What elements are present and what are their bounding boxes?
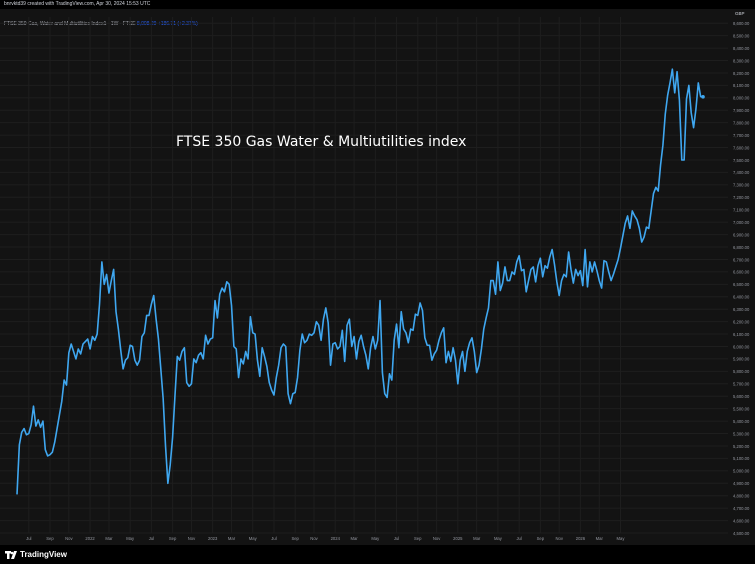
x-tick-label: Mar [105, 536, 113, 541]
x-tick-label: Sep [537, 536, 545, 541]
x-tick-label: May [494, 536, 503, 541]
x-tick-label: Jul [149, 536, 154, 541]
y-tick-label: 4,600.00 [733, 518, 750, 523]
y-tick-label: 4,500.00 [733, 531, 750, 536]
y-tick-label: 6,500.00 [733, 282, 750, 287]
y-tick-label: 6,700.00 [733, 257, 750, 262]
x-tick-label: Mar [350, 536, 358, 541]
y-tick-label: 8,200.00 [733, 71, 750, 76]
x-tick-label: May [126, 536, 135, 541]
y-tick-label: 7,500.00 [733, 158, 750, 163]
y-tick-label: 5,900.00 [733, 357, 750, 362]
y-tick-label: 4,700.00 [733, 506, 750, 511]
y-tick-label: 5,400.00 [733, 419, 750, 424]
y-tick-label: 6,300.00 [733, 307, 750, 312]
x-tick-label: Nov [433, 536, 441, 541]
y-tick-label: 6,800.00 [733, 245, 750, 250]
last-price: 8,008.29 [136, 21, 157, 27]
symbol-info[interactable]: FTSE 350 Gas, Water and Multiutilities I… [4, 21, 198, 27]
last-price-dot [701, 95, 705, 99]
y-tick-label: 5,200.00 [733, 444, 750, 449]
y-tick-label: 4,900.00 [733, 481, 750, 486]
tradingview-logo[interactable]: TradingView [5, 550, 67, 559]
y-tick-label: 4,800.00 [733, 493, 750, 498]
chart-title-annotation: FTSE 350 Gas Water & Multiutilities inde… [176, 134, 467, 150]
x-tick-label: Jul [271, 536, 276, 541]
x-tick-label: Sep [414, 536, 422, 541]
y-tick-label: 5,000.00 [733, 469, 750, 474]
x-tick-label: May [249, 536, 258, 541]
y-tick-label: 8,300.00 [733, 58, 750, 63]
x-tick-label: Nov [310, 536, 318, 541]
y-tick-label: 7,800.00 [733, 120, 750, 125]
chart-area[interactable]: FTSE 350 Gas, Water and Multiutilities I… [0, 9, 755, 545]
symbol-name: FTSE 350 Gas, Water and Multiutilities I… [4, 21, 136, 27]
x-tick-label: 2026 [576, 536, 586, 541]
x-tick-label: Sep [169, 536, 177, 541]
x-tick-label: Nov [555, 536, 563, 541]
x-tick-label: Jul [394, 536, 399, 541]
y-tick-label: 6,000.00 [733, 344, 750, 349]
x-tick-label: Mar [473, 536, 481, 541]
x-tick-label: Nov [65, 536, 73, 541]
y-tick-label: 8,500.00 [733, 33, 750, 38]
y-tick-label: 8,400.00 [733, 46, 750, 51]
x-tick-label: Nov [188, 536, 196, 541]
y-tick-label: 6,100.00 [733, 332, 750, 337]
creation-note: bnrvktd39 created with TradingView.com, … [4, 1, 151, 7]
x-tick-label: Jul [516, 536, 521, 541]
x-tick-label: 2025 [453, 536, 463, 541]
x-tick-label: 2023 [208, 536, 218, 541]
y-tick-label: 6,200.00 [733, 319, 750, 324]
price-change: +186.71 (+2.37%) [157, 21, 198, 27]
tradingview-logo-icon [5, 550, 17, 559]
y-tick-label: 7,000.00 [733, 220, 750, 225]
y-tick-label: 5,700.00 [733, 382, 750, 387]
price-chart[interactable]: 4,500.00 4,600.00 4,700.00 4,800.00 4,900.00… [0, 9, 755, 545]
price-line [16, 68, 704, 495]
y-tick-label: 7,300.00 [733, 183, 750, 188]
footer [0, 545, 755, 564]
x-tick-label: 2024 [331, 536, 341, 541]
y-tick-label: 8,000.00 [733, 96, 750, 101]
y-tick-label: 6,600.00 [733, 270, 750, 275]
y-tick-label: 7,600.00 [733, 145, 750, 150]
y-tick-label: 7,700.00 [733, 133, 750, 138]
x-tick-label: 2022 [85, 536, 95, 541]
x-axis: Jul Sep Nov 2022 Mar May Jul Sep Nov 2023 Mar May Ju… [26, 536, 625, 541]
y-axis: 4,500.00 4,600.00 4,700.00 4,800.00 4,900.00… [733, 11, 750, 536]
y-tick-label: 7,100.00 [733, 208, 750, 213]
y-tick-label: 6,400.00 [733, 295, 750, 300]
currency-label: GBP [735, 11, 745, 16]
y-tick-label: 5,100.00 [733, 456, 750, 461]
x-tick-label: May [617, 536, 626, 541]
y-tick-label: 7,900.00 [733, 108, 750, 113]
y-tick-label: 8,600.00 [733, 21, 750, 26]
y-tick-label: 7,400.00 [733, 170, 750, 175]
x-tick-label: May [371, 536, 380, 541]
y-tick-label: 5,500.00 [733, 406, 750, 411]
tradingview-brand: TradingView [20, 550, 67, 559]
y-tick-label: 7,200.00 [733, 195, 750, 200]
x-tick-label: Sep [291, 536, 299, 541]
x-tick-label: Jul [26, 536, 31, 541]
y-tick-label: 6,900.00 [733, 232, 750, 237]
y-tick-label: 8,100.00 [733, 83, 750, 88]
grid [0, 17, 728, 534]
y-tick-label: 5,800.00 [733, 369, 750, 374]
y-tick-label: 5,300.00 [733, 431, 750, 436]
x-tick-label: Sep [46, 536, 54, 541]
x-tick-label: Mar [228, 536, 236, 541]
y-tick-label: 5,600.00 [733, 394, 750, 399]
header-bar: bnrvktd39 created with TradingView.com, … [0, 0, 755, 9]
x-tick-label: Mar [596, 536, 604, 541]
